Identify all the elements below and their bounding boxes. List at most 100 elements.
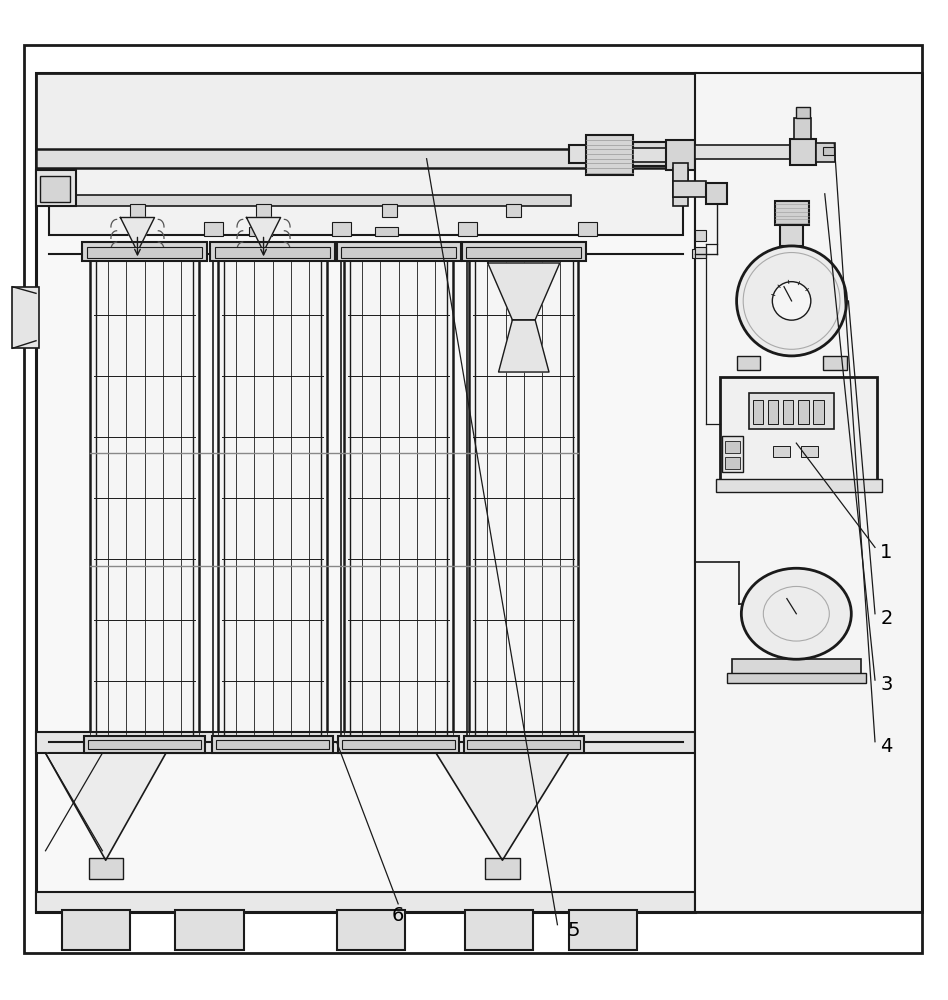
Bar [673,168,688,206]
Text: 1: 1 [880,543,893,562]
Bar [737,356,760,370]
Bar [84,736,205,753]
Bar [350,258,447,737]
Bar [796,107,810,118]
Bar [337,910,405,950]
Text: 4: 4 [880,737,893,756]
Bar [720,377,877,481]
Bar [337,242,461,261]
Bar [801,446,818,457]
Bar [813,400,824,424]
Polygon shape [246,217,281,252]
Bar [727,673,866,683]
Bar [695,73,922,912]
Bar [725,441,740,453]
Bar [695,230,706,241]
Text: 3: 3 [880,675,893,694]
Bar [462,242,586,261]
Text: 6: 6 [392,906,405,925]
Bar [773,446,790,457]
Bar [130,204,145,217]
Bar [607,142,706,166]
Bar [775,201,809,225]
Text: 5: 5 [567,921,580,940]
Bar [49,195,571,206]
Bar [82,242,207,261]
Bar [469,254,578,742]
Bar [458,222,477,236]
Bar [695,247,706,258]
Bar [569,144,706,163]
Polygon shape [46,753,166,860]
Bar [87,247,202,258]
Bar [210,242,335,261]
Bar [382,204,397,217]
Bar [175,910,244,950]
Polygon shape [436,753,569,860]
Bar [695,73,922,912]
Bar [218,254,327,742]
Bar [204,222,223,236]
Bar [215,247,330,258]
Bar [823,147,834,155]
Bar [695,144,790,159]
Circle shape [773,282,811,320]
Bar [36,732,695,753]
Bar [466,247,581,258]
Bar [716,479,882,492]
Bar [96,258,193,737]
Bar [816,143,835,162]
Bar [780,217,803,246]
Bar [36,73,695,154]
Bar [732,659,861,676]
Bar [344,254,453,742]
Ellipse shape [741,568,851,659]
Bar [768,400,778,424]
Bar [725,457,740,469]
Bar [692,249,702,258]
Bar [332,222,351,236]
Bar [706,183,727,204]
Bar [375,227,398,236]
Bar [753,400,763,424]
Bar [749,393,834,429]
Bar [633,148,666,162]
Bar [62,910,130,950]
Bar [90,254,199,742]
Bar [586,135,633,175]
Bar [224,258,321,737]
Bar [794,118,811,139]
Bar [485,858,520,879]
Circle shape [737,246,847,356]
Bar [249,227,272,236]
Polygon shape [499,320,549,372]
Bar [783,400,793,424]
Polygon shape [120,217,155,252]
Bar [338,736,459,753]
Bar [673,181,706,197]
Bar [88,740,201,749]
Bar [342,740,455,749]
Bar [36,170,76,206]
Bar [464,736,584,753]
Bar [36,149,695,168]
Bar [12,287,39,348]
Bar [823,356,847,370]
Bar [673,163,688,197]
Bar [36,892,695,912]
Bar [465,910,533,950]
Bar [790,139,816,165]
Bar [49,166,683,235]
Bar [506,204,521,217]
Bar [569,910,637,950]
Polygon shape [487,263,559,320]
Bar [798,400,809,424]
Bar [722,436,743,472]
Bar [256,204,271,217]
Bar [212,736,333,753]
Text: 2: 2 [880,609,893,628]
Bar [36,73,695,912]
Bar [341,247,456,258]
Bar [40,176,70,202]
Bar [216,740,329,749]
